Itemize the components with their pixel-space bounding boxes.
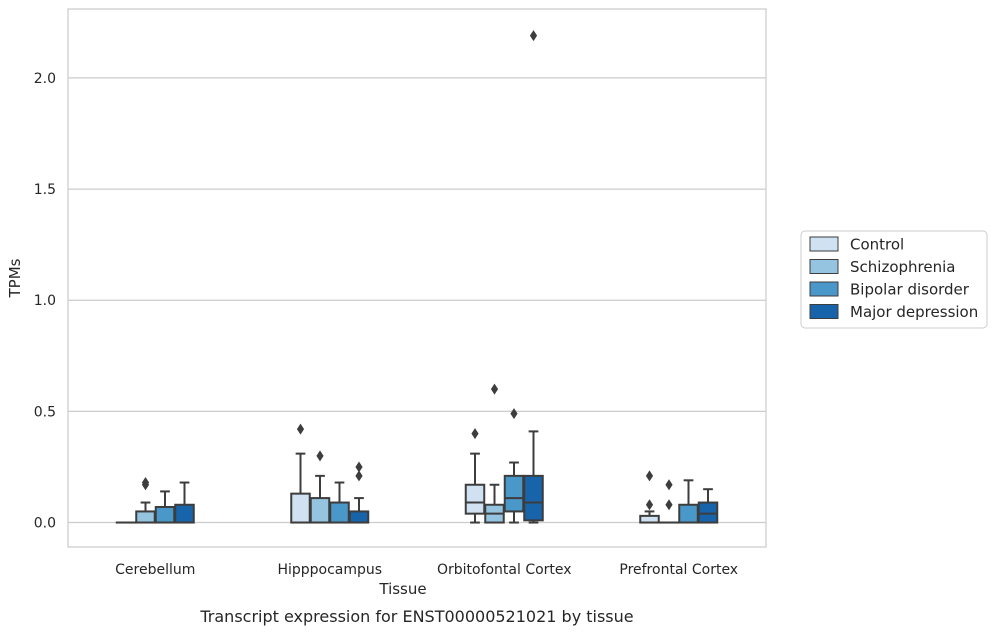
- box-group: [115, 477, 195, 524]
- legend-label: Control: [850, 236, 904, 254]
- box-body: [174, 503, 195, 524]
- x-axis-label: Tissue: [378, 580, 426, 598]
- outlier-point: [645, 499, 654, 511]
- box-group: [639, 470, 719, 524]
- legend-frame: [800, 230, 988, 329]
- grid-lines: [68, 77, 766, 524]
- y-tick-label: 1.0: [34, 293, 56, 309]
- box-control: [639, 470, 660, 524]
- legend-item: Major depression: [809, 303, 978, 321]
- legend-item: Schizophrenia: [809, 258, 955, 276]
- outlier-point: [355, 461, 363, 473]
- y-tick-labels: 0.0 0.5 1.0 1.5 2.0: [34, 71, 56, 532]
- chart-caption: Transcript expression for ENST0000052102…: [199, 607, 633, 626]
- box-body: [503, 474, 525, 513]
- y-axis-label: TPMs: [6, 258, 24, 298]
- outlier-point: [665, 479, 673, 491]
- x-tick-labels: Cerebellum Hipppocampus Orbitofontal Corte…: [115, 562, 738, 578]
- legend-item: Bipolar disorder: [809, 281, 970, 299]
- outlier-point: [645, 470, 654, 482]
- x-tick-label: Orbitofontal Cortex: [437, 562, 572, 578]
- outlier-point: [355, 470, 363, 482]
- box-body: [678, 503, 699, 524]
- outlier-point: [471, 428, 479, 440]
- legend-label: Major depression: [850, 303, 978, 321]
- box-body: [464, 483, 486, 515]
- box-body: [329, 501, 350, 524]
- y-tick-label: 2.0: [34, 71, 56, 87]
- box-body: [523, 474, 544, 522]
- outlier-point: [141, 477, 150, 489]
- legend-swatch: [809, 236, 839, 252]
- box-body: [697, 501, 719, 524]
- box-body: [309, 497, 331, 524]
- box-major-depression: [348, 461, 370, 524]
- x-tick-label: Prefrontal Cortex: [619, 562, 738, 578]
- outlier-point: [510, 408, 518, 420]
- box-body: [639, 514, 660, 524]
- outlier-point: [296, 423, 305, 435]
- box-group: [464, 30, 544, 524]
- outlier-point: [529, 30, 538, 42]
- outlier-point: [665, 499, 673, 511]
- y-tick-label: 0.0: [34, 516, 56, 532]
- box-bipolar-disorder: [503, 408, 525, 524]
- box-schizophrenia: [135, 477, 156, 524]
- legend-label: Bipolar disorder: [850, 281, 970, 299]
- legend-swatch: [809, 259, 839, 274]
- plot-area-frame: [67, 8, 767, 548]
- box-bipolar-disorder: [329, 481, 350, 524]
- box-body: [290, 492, 311, 524]
- box-body: [348, 510, 370, 524]
- x-tick-label: Cerebellum: [115, 562, 195, 578]
- box-schizophrenia: [658, 479, 680, 524]
- x-tick-label: Hipppocampus: [277, 562, 382, 578]
- legend-swatch: [809, 281, 839, 297]
- box-control: [464, 428, 486, 524]
- box-major-depression: [523, 30, 544, 524]
- box-major-depression: [697, 488, 719, 524]
- legend: Control Schizophrenia Bipolar disorder Majo…: [800, 230, 988, 329]
- outlier-point: [490, 383, 499, 395]
- box-body: [154, 505, 176, 524]
- box-schizophrenia: [484, 383, 505, 524]
- y-tick-label: 0.5: [34, 404, 56, 420]
- box-schizophrenia: [309, 450, 331, 524]
- box-groups: [115, 30, 719, 524]
- legend-label: Schizophrenia: [850, 258, 955, 276]
- outlier-point: [316, 450, 324, 462]
- box-bipolar-disorder: [154, 490, 176, 524]
- box-bipolar-disorder: [678, 479, 699, 524]
- box-group: [290, 423, 370, 524]
- box-body: [135, 510, 156, 524]
- box-major-depression: [174, 481, 195, 524]
- y-tick-label: 1.5: [34, 182, 56, 198]
- legend-swatch: [809, 304, 839, 319]
- box-control: [290, 423, 311, 524]
- legend-item: Control: [809, 236, 904, 254]
